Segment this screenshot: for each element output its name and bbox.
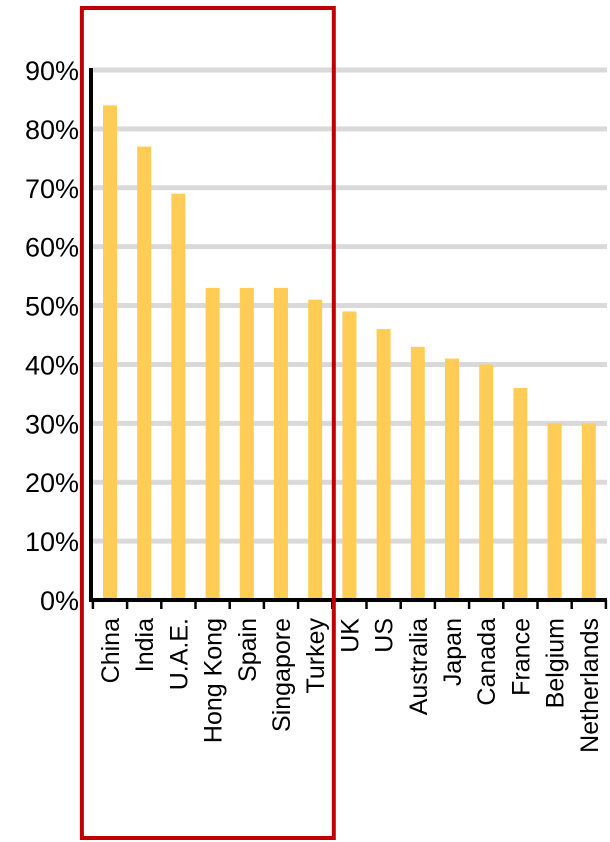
bar-canada [479, 364, 494, 600]
y-tick-label: 70% [25, 174, 79, 204]
category-label: Australia [405, 618, 433, 715]
bar-australia [410, 346, 425, 600]
y-tick-label: 30% [25, 409, 79, 439]
category-label: India [131, 618, 159, 672]
category-label: Hong Kong [200, 618, 228, 743]
category-label: Singapore [268, 618, 296, 732]
bar-china [103, 105, 117, 600]
bar-spain [239, 287, 254, 600]
bar-france [513, 388, 528, 600]
bar-singapore [274, 287, 288, 600]
bar-turkey [308, 299, 323, 600]
y-tick-label: 0% [40, 586, 79, 616]
y-tick-labels: 0% 10% 20% 30% 40% 50% 60% 70% 80% 90% [25, 56, 79, 616]
category-labels: China India U.A.E. Hong Kong Spain Singapore T… [97, 618, 604, 753]
bars [103, 105, 596, 601]
y-tick-label: 90% [25, 56, 79, 86]
y-tick-label: 50% [25, 292, 79, 322]
category-label: Spain [234, 618, 262, 682]
category-label: UK [336, 618, 364, 653]
bar-netherlands [581, 423, 596, 600]
bar-us [376, 329, 391, 600]
category-label: U.A.E. [165, 618, 193, 690]
category-label: Turkey [302, 618, 330, 694]
category-label: Japan [439, 618, 467, 686]
category-label: US [371, 618, 399, 653]
bar-japan [445, 358, 459, 600]
y-tick-label: 40% [25, 350, 79, 380]
highlight-box [79, 6, 336, 840]
bar-uk [342, 311, 357, 600]
bar-india [137, 146, 152, 601]
y-tick-label: 80% [25, 115, 79, 145]
category-label: France [507, 618, 535, 696]
bar-belgium [547, 423, 562, 600]
category-label: Netherlands [576, 618, 604, 753]
category-label: Canada [473, 618, 501, 706]
y-tick-label: 60% [25, 233, 79, 263]
highlight-box-outline [79, 6, 336, 840]
bar-hong-kong [205, 287, 220, 600]
category-label: Belgium [542, 618, 570, 708]
category-label: China [97, 618, 125, 683]
y-tick-label: 10% [25, 527, 79, 557]
axes [89, 68, 608, 609]
y-tick-label: 20% [25, 468, 79, 498]
bar-u-a-e [171, 193, 186, 600]
